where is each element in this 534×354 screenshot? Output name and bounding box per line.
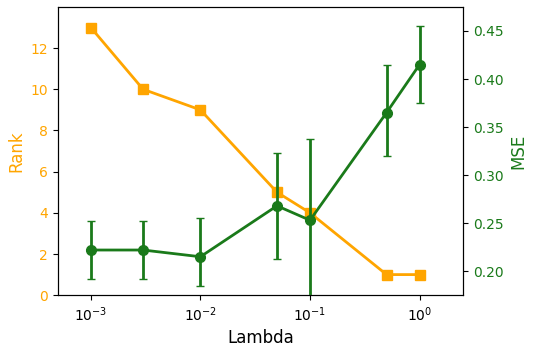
Y-axis label: Rank: Rank [7, 130, 25, 172]
Y-axis label: MSE: MSE [509, 133, 527, 169]
X-axis label: Lambda: Lambda [227, 329, 294, 347]
